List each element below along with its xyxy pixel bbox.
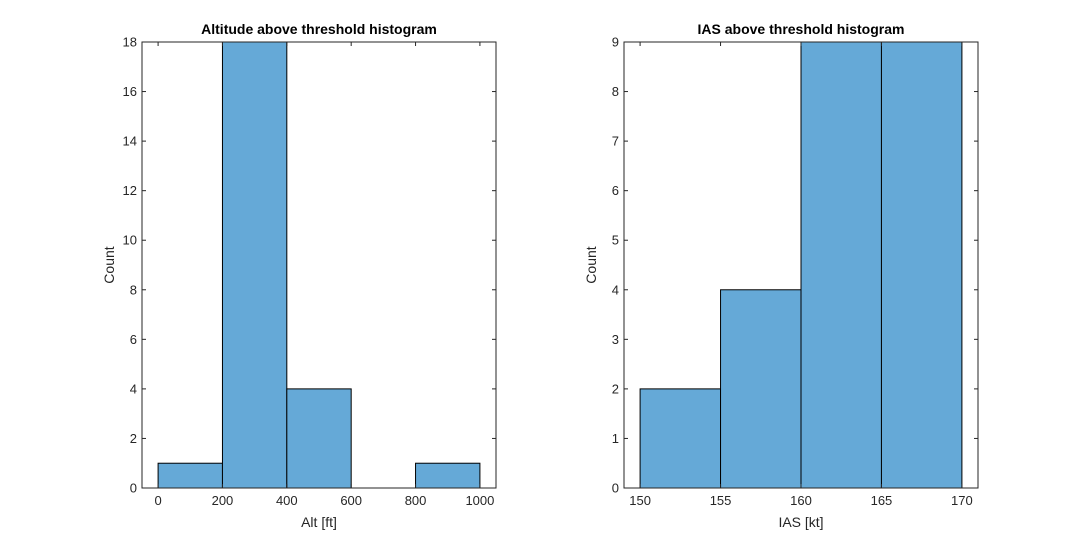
- y-tick-label: 5: [612, 233, 619, 248]
- x-tick-label: 1000: [465, 493, 494, 508]
- chart-title: Altitude above threshold histogram: [201, 21, 437, 37]
- x-tick-label: 170: [951, 493, 973, 508]
- y-tick-label: 2: [612, 381, 619, 396]
- y-tick-label: 14: [123, 134, 137, 149]
- x-tick-label: 165: [871, 493, 893, 508]
- x-tick-label: 0: [154, 493, 161, 508]
- chart-left: Altitude above threshold histogram Alt […: [101, 21, 497, 530]
- y-tick-label: 1: [612, 431, 619, 446]
- bars: [639, 41, 963, 489]
- y-tick-label: 16: [123, 84, 137, 99]
- y-tick-label: 6: [130, 332, 137, 347]
- histogram-bar: [800, 41, 882, 489]
- chart-right: IAS above threshold histogram IAS [kt] C…: [583, 21, 979, 530]
- y-tick-label: 6: [612, 183, 619, 198]
- x-tick-label: 400: [276, 493, 298, 508]
- y-tick-label: 7: [612, 134, 619, 149]
- y-tick-label: 0: [130, 481, 137, 496]
- axes-box: [141, 41, 497, 489]
- y-tick-label: 0: [612, 481, 619, 496]
- y-axis-label: Count: [583, 246, 599, 283]
- histogram-bar: [720, 289, 802, 489]
- y-tick-label: 8: [612, 84, 619, 99]
- y-tick-label: 8: [130, 282, 137, 297]
- x-tick-label: 150: [629, 493, 651, 508]
- bars: [157, 41, 481, 489]
- x-tick-label: 155: [710, 493, 732, 508]
- histogram-bar: [221, 41, 288, 489]
- histogram-bar: [157, 462, 223, 489]
- histogram-bar: [880, 41, 963, 489]
- y-axis-label: Count: [101, 246, 117, 283]
- y-tick-label: 4: [612, 282, 619, 297]
- x-tick-label: 160: [790, 493, 812, 508]
- x-tick-label: 600: [340, 493, 362, 508]
- chart-title: IAS above threshold histogram: [698, 21, 905, 37]
- x-axis-label: Alt [ft]: [301, 514, 337, 530]
- y-tick-label: 10: [123, 233, 137, 248]
- y-tick-label: 4: [130, 381, 137, 396]
- y-tick-label: 2: [130, 431, 137, 446]
- histogram-bar: [415, 462, 481, 489]
- histogram-bar: [639, 388, 722, 489]
- x-tick-label: 800: [405, 493, 427, 508]
- y-tick-label: 3: [612, 332, 619, 347]
- y-tick-label: 9: [612, 35, 619, 50]
- y-tick-label: 12: [123, 183, 137, 198]
- x-axis-label: IAS [kt]: [778, 514, 823, 530]
- y-tick-label: 18: [123, 35, 137, 50]
- histogram-bar: [286, 388, 352, 489]
- x-tick-label: 200: [212, 493, 234, 508]
